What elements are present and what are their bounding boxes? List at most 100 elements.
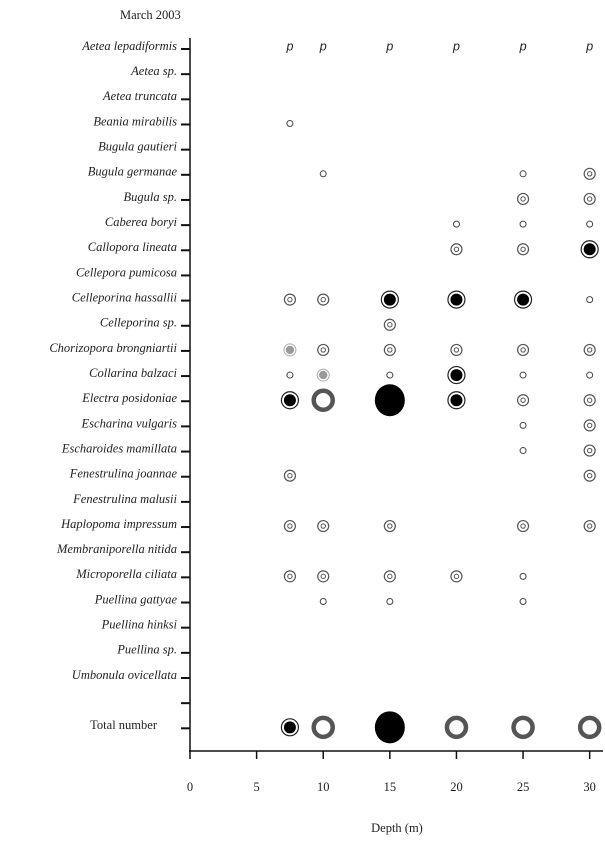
marker-part [520, 347, 526, 353]
marker [583, 343, 596, 357]
marker-part [287, 296, 293, 303]
marker [450, 243, 463, 256]
marker [519, 598, 527, 606]
marker [516, 243, 530, 256]
marker [519, 421, 527, 429]
value-label: p [385, 39, 393, 53]
marker-part [320, 296, 326, 303]
marker [583, 167, 596, 180]
marker-part [286, 119, 294, 127]
marker [447, 290, 466, 309]
marker-part [447, 365, 466, 385]
marker-part [586, 220, 594, 228]
marker [380, 290, 399, 309]
marker-part [374, 711, 405, 744]
marker-part [520, 196, 526, 202]
marker-part [583, 243, 596, 256]
marker-part [316, 368, 330, 382]
marker-part [386, 598, 394, 606]
marker-part [283, 343, 297, 357]
y-tick-label: Aetea truncata [102, 89, 177, 103]
marker [374, 711, 405, 744]
marker-part [516, 243, 530, 256]
marker-part [283, 519, 297, 533]
marker-part [583, 469, 596, 482]
marker-part [383, 570, 396, 583]
marker-part [317, 570, 330, 583]
value-label: p [452, 39, 460, 53]
marker [317, 519, 330, 533]
marker-part [447, 290, 466, 309]
marker [450, 570, 463, 583]
marker-part [317, 293, 330, 306]
y-tick-label: Escharina vulgaris [81, 416, 178, 430]
marker [519, 220, 527, 228]
x-tick-label: 0 [187, 780, 193, 794]
marker-part [383, 318, 396, 331]
y-tick-label: Chorizopora brongniartii [49, 341, 177, 355]
marker-part [287, 573, 293, 580]
marker-part [317, 343, 330, 357]
marker [317, 570, 330, 583]
marker-part [383, 343, 396, 357]
marker [583, 444, 596, 457]
marker-part [311, 388, 335, 412]
marker [583, 394, 596, 407]
marker [444, 715, 469, 740]
x-tick-label: 15 [384, 780, 397, 794]
marker-part [586, 371, 594, 379]
marker-part [520, 523, 526, 529]
marker [283, 469, 297, 482]
marker-part [513, 290, 533, 309]
marker [311, 715, 335, 740]
marker-part [517, 293, 530, 306]
marker [586, 371, 594, 379]
x-axis-label: Depth (m) [371, 821, 423, 835]
marker [583, 419, 596, 432]
marker-part [283, 394, 296, 407]
marker-part [287, 473, 293, 479]
marker-part [319, 170, 327, 178]
marker [317, 293, 330, 306]
marker [586, 296, 594, 304]
marker-part [583, 343, 596, 357]
y-tick-label: Microporella ciliata [75, 567, 177, 581]
y-tick-label: Membraniporella nitida [56, 542, 177, 556]
marker-part [516, 192, 530, 206]
marker-part [447, 391, 466, 410]
y-tick-label: Total number [90, 718, 158, 732]
marker-part [386, 371, 394, 379]
marker-part [519, 421, 527, 429]
y-tick-label: Collarina balzaci [89, 366, 177, 380]
marker [283, 570, 297, 583]
marker-part [583, 394, 596, 407]
marker-part [444, 715, 469, 740]
marker [450, 343, 463, 357]
marker-part [583, 419, 596, 432]
marker [513, 290, 533, 309]
marker [519, 447, 527, 455]
marker-part [450, 394, 463, 407]
marker [383, 570, 396, 583]
marker-part [583, 192, 596, 206]
marker-part [577, 715, 602, 740]
marker [386, 598, 394, 606]
marker-part [516, 394, 530, 407]
marker [386, 371, 394, 379]
x-tick-label: 30 [583, 780, 596, 794]
marker [280, 391, 300, 410]
y-tick-label: Cellepora pumicosa [76, 265, 177, 279]
value-label: p [519, 39, 527, 53]
marker [586, 220, 594, 228]
marker-part [519, 371, 527, 379]
marker [311, 388, 335, 412]
marker-part [586, 473, 593, 479]
marker-part [283, 721, 296, 734]
marker [516, 394, 530, 407]
marker [583, 519, 596, 533]
marker-part [387, 347, 393, 353]
marker [583, 469, 596, 482]
marker-part [453, 246, 460, 252]
marker-part [586, 397, 593, 403]
y-tick-label: Haplopoma impressum [60, 517, 177, 531]
